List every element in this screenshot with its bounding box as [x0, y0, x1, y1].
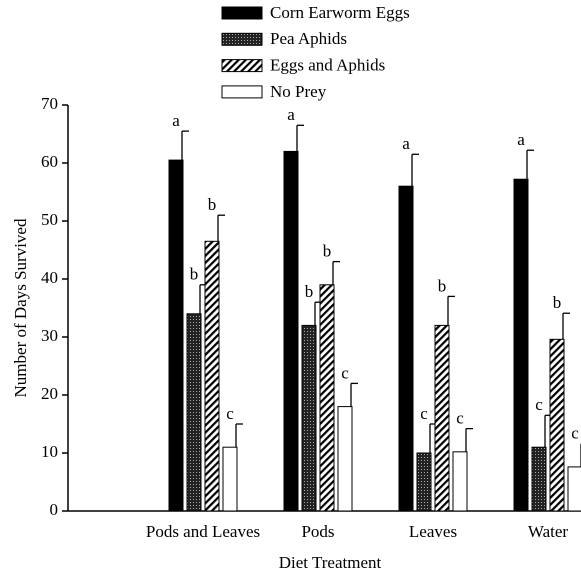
- y-tick-label: 70: [41, 94, 58, 113]
- bar: [168, 159, 184, 512]
- x-tick-label: Leaves: [409, 522, 457, 541]
- y-tick-label: 40: [41, 268, 58, 287]
- bar: [301, 324, 317, 512]
- significance-letter: b: [323, 242, 332, 261]
- significance-letter: c: [341, 363, 349, 382]
- y-tick-label: 20: [41, 384, 58, 403]
- significance-letter: c: [226, 404, 234, 423]
- bar: [531, 446, 547, 512]
- significance-letter: b: [305, 282, 314, 301]
- significance-letter: b: [190, 265, 199, 284]
- y-tick-label: 0: [50, 500, 59, 519]
- legend-swatch: [221, 59, 263, 73]
- significance-letter: b: [438, 276, 447, 295]
- bar: [319, 284, 335, 512]
- legend-label: Corn Earworm Eggs: [270, 3, 410, 22]
- x-axis-label: Diet Treatment: [279, 553, 382, 572]
- x-tick-label: Pods: [301, 522, 334, 541]
- bar: [186, 313, 202, 512]
- y-tick-label: 50: [41, 210, 58, 229]
- significance-letter: c: [456, 409, 464, 428]
- y-tick-label: 60: [41, 152, 58, 171]
- legend-swatch: [221, 6, 263, 20]
- legend-label: No Prey: [270, 82, 327, 101]
- bar: [549, 338, 565, 512]
- bar: [283, 150, 299, 512]
- significance-letter: b: [553, 293, 562, 312]
- legend-swatch: [221, 32, 263, 46]
- x-tick-label: Pods and Leaves: [146, 522, 260, 541]
- significance-letter: a: [287, 105, 295, 124]
- y-axis-label: Number of Days Survived: [11, 218, 30, 397]
- bar: [398, 185, 414, 512]
- y-tick-label: 10: [41, 442, 58, 461]
- significance-letter: a: [172, 111, 180, 130]
- bar: [513, 178, 529, 512]
- significance-letter: c: [420, 404, 428, 423]
- x-tick-label: Water: [528, 522, 568, 541]
- legend-label: Pea Aphids: [270, 29, 347, 48]
- significance-letter: a: [517, 130, 525, 149]
- significance-letter: c: [535, 395, 543, 414]
- bar: [416, 452, 432, 512]
- bar: [452, 451, 468, 512]
- bar: [434, 324, 450, 512]
- y-tick-label: 30: [41, 326, 58, 345]
- significance-letter: a: [402, 134, 410, 153]
- bar: [222, 446, 238, 512]
- significance-letter: b: [208, 195, 217, 214]
- bar: [567, 466, 581, 512]
- legend-swatch: [221, 85, 263, 99]
- bar: [337, 406, 353, 512]
- legend-label: Eggs and Aphids: [270, 56, 385, 75]
- bar: [204, 240, 220, 512]
- significance-letter: c: [571, 424, 579, 443]
